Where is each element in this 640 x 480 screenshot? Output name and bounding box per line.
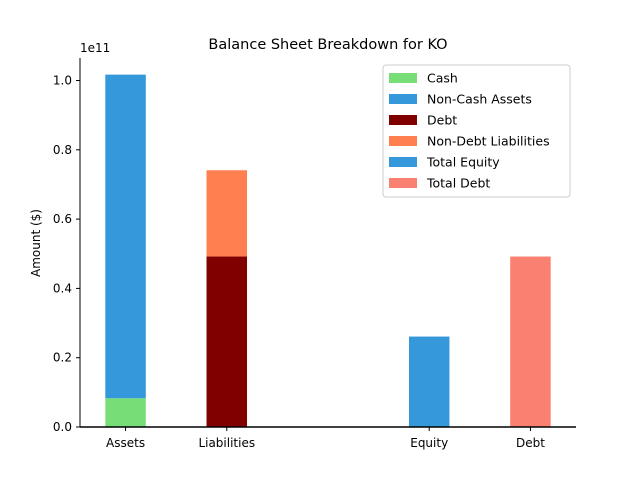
- legend-label-total-equity: Total Equity: [426, 155, 500, 170]
- legend-label-debt: Debt: [427, 113, 457, 128]
- bar-total-equity: [408, 336, 450, 427]
- bar-debt: [206, 256, 248, 427]
- x-tick-label-liabilities: Liabilities: [198, 436, 255, 450]
- legend-label-cash: Cash: [427, 71, 458, 86]
- legend-swatch-total-debt: [389, 178, 417, 188]
- bar-cash: [105, 398, 146, 427]
- y-tick-label: 0.2: [53, 351, 72, 365]
- x-tick-label-debt: Debt: [516, 436, 545, 450]
- axes-group: [79, 58, 576, 428]
- legend-swatch-cash: [389, 73, 417, 83]
- y-axis-label: Amount ($): [29, 209, 43, 277]
- y-tick-label: 0.4: [53, 281, 72, 295]
- chart-title: Balance Sheet Breakdown for KO: [208, 37, 447, 53]
- y-tick-label: 0.6: [53, 212, 72, 226]
- ticks-group: 0.0 0.2 0.4 0.6 0.8 1.0 Assets Liabilities Equit…: [53, 74, 545, 450]
- y-tick-label: 0.0: [53, 420, 72, 434]
- legend-label-non-debt-liabilities: Non-Debt Liabilities: [427, 134, 550, 149]
- legend-swatch-non-cash-assets: [389, 94, 417, 104]
- legend-box: [382, 64, 571, 198]
- legend-label-total-debt: Total Debt: [426, 176, 490, 191]
- bars-group: [105, 74, 551, 427]
- legend-swatch-non-debt-liabilities: [389, 136, 417, 146]
- legend-label-non-cash-assets: Non-Cash Assets: [427, 92, 532, 107]
- y-axis-scale-label: 1e11: [80, 41, 110, 55]
- bar-total-debt: [510, 256, 551, 427]
- y-tick-label: 0.8: [53, 143, 72, 157]
- x-tick-label-assets: Assets: [106, 436, 145, 450]
- x-tick-label-equity: Equity: [410, 436, 448, 450]
- legend: Cash Non-Cash Assets Debt Non-Debt Liabilit…: [382, 64, 571, 198]
- legend-swatch-total-equity: [389, 157, 417, 167]
- legend-swatch-debt: [389, 115, 417, 125]
- bar-non-cash-assets: [105, 74, 146, 399]
- y-tick-label: 1.0: [53, 74, 72, 88]
- bar-non-debt-liabilities: [206, 170, 248, 257]
